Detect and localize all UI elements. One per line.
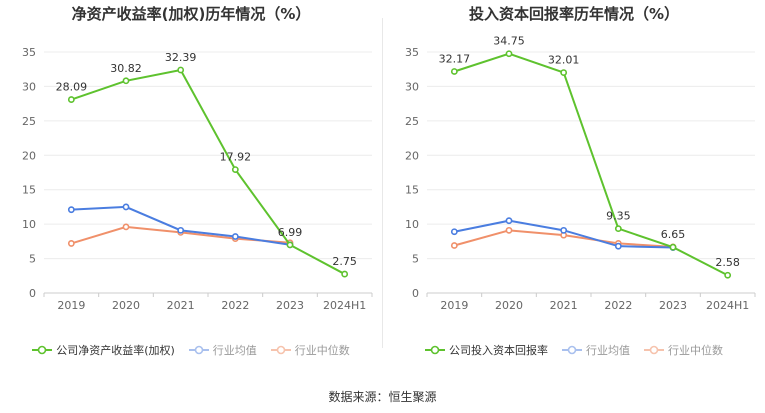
legend-label: 行业中位数 — [294, 344, 350, 357]
legend-line-icon — [425, 345, 445, 355]
y-tick-label: 25 — [22, 115, 36, 128]
data-label: 6.99 — [278, 226, 303, 239]
data-point-company — [286, 241, 294, 249]
legend-label: 行业中位数 — [668, 344, 723, 357]
roic-chart-plot: 0 5 10 15 20 25 30 35 2019 2020 2021 2022 2023 2024H1… — [405, 35, 756, 312]
roe-chart-panel: 净资产收益率(加权)历年情况（%） 0 5 10 15 20 25 30 35 2019 2020… — [0, 0, 382, 370]
y-tick-label: 5 — [29, 253, 36, 266]
data-point-company — [177, 66, 185, 74]
data-point-average — [614, 242, 622, 250]
series-line-company — [454, 52, 729, 277]
panel-divider — [382, 18, 383, 348]
data-label: 32.17 — [439, 52, 471, 65]
y-tick-label: 15 — [405, 184, 419, 197]
legend-item-company[interactable]: 公司净资产收益率(加权) — [32, 342, 175, 358]
data-label: 30.82 — [110, 62, 142, 75]
data-point-company — [122, 77, 130, 85]
legend-line-icon — [644, 345, 664, 355]
data-point-median — [505, 226, 513, 234]
data-label: 34.75 — [493, 35, 525, 48]
data-point-average — [122, 203, 130, 211]
y-tick-label: 10 — [405, 218, 419, 231]
legend-line-icon — [188, 345, 209, 355]
data-point-company — [450, 68, 458, 75]
legend-label: 行业均值 — [212, 344, 257, 357]
legend-label: 行业均值 — [586, 344, 630, 357]
chart-title: 净资产收益率(加权)历年情况（%） — [71, 5, 311, 23]
x-tick-label: 2021 — [167, 299, 195, 312]
x-tick-label: 2021 — [550, 299, 578, 312]
legend: 公司净资产收益率(加权) 行业均值 行业中位数 — [0, 342, 382, 358]
data-label: 32.01 — [548, 54, 580, 67]
data-point-company — [67, 96, 75, 103]
y-tick-label: 30 — [22, 80, 36, 93]
series-line-average — [71, 205, 291, 246]
roic-chart-panel: 投入资本回报率历年情况（%） 0 5 10 15 20 25 30 35 2019 2020 202… — [383, 0, 765, 370]
data-point-company — [724, 271, 732, 279]
series-line-company — [71, 68, 346, 275]
data-label: 28.09 — [56, 81, 88, 94]
roe-chart-plot: 0 5 10 15 20 25 30 35 2019 2020 2021 2022 2023 2024H1… — [22, 46, 373, 312]
data-point-company — [669, 243, 677, 251]
y-tick-label: 5 — [412, 253, 419, 266]
legend-line-icon — [32, 345, 53, 355]
x-tick-label: 2023 — [659, 299, 687, 312]
legend-line-icon — [270, 345, 291, 355]
data-label: 17.92 — [220, 151, 252, 164]
data-point-company — [231, 166, 239, 174]
data-point-median — [122, 223, 130, 231]
y-tick-label: 15 — [22, 184, 36, 197]
data-point-company — [341, 270, 349, 278]
legend-item-median[interactable]: 行业中位数 — [270, 342, 350, 358]
legend-item-average[interactable]: 行业均值 — [188, 342, 257, 358]
data-point-median — [67, 240, 75, 247]
chart-title: 投入资本回报率历年情况（%） — [468, 5, 680, 23]
legend-item-company[interactable]: 公司投入资本回报率 — [425, 342, 548, 358]
data-point-company — [560, 69, 568, 76]
y-tick-label: 10 — [22, 218, 36, 231]
data-point-average — [560, 226, 568, 234]
legend-label: 公司投入资本回报率 — [449, 344, 548, 357]
y-tick-label: 20 — [22, 149, 36, 162]
legend-label: 公司净资产收益率(加权) — [56, 344, 175, 357]
y-tick-label: 0 — [412, 287, 419, 300]
x-tick-label: 2019 — [57, 299, 85, 312]
legend: 公司投入资本回报率 行业均值 行业中位数 — [383, 342, 765, 358]
legend-line-icon — [562, 345, 582, 355]
x-tick-label: 2024H1 — [323, 299, 366, 312]
data-point-average — [505, 217, 513, 225]
data-label: 2.75 — [332, 255, 357, 268]
y-tick-label: 25 — [405, 115, 419, 128]
data-point-median — [450, 242, 458, 249]
x-tick-label: 2023 — [276, 299, 304, 312]
data-point-average — [177, 226, 185, 234]
x-tick-label: 2022 — [604, 299, 632, 312]
data-label: 9.35 — [606, 210, 631, 223]
legend-item-median[interactable]: 行业中位数 — [644, 342, 723, 358]
x-tick-label: 2024H1 — [706, 299, 749, 312]
data-source: 数据来源：恒生聚源 — [328, 390, 437, 404]
y-tick-label: 20 — [405, 149, 419, 162]
y-tick-label: 0 — [29, 287, 36, 300]
data-point-company — [614, 225, 622, 233]
legend-item-average[interactable]: 行业均值 — [562, 342, 630, 358]
x-tick-label: 2019 — [440, 299, 468, 312]
x-tick-label: 2022 — [221, 299, 249, 312]
x-tick-label: 2020 — [495, 299, 523, 312]
y-tick-label: 35 — [22, 46, 36, 59]
x-tick-label: 2020 — [112, 299, 140, 312]
data-label: 2.58 — [715, 256, 740, 269]
data-label: 32.39 — [165, 51, 197, 64]
data-label: 6.65 — [661, 228, 686, 241]
y-tick-label: 30 — [405, 80, 419, 93]
y-tick-label: 35 — [405, 46, 419, 59]
data-point-company — [505, 50, 513, 58]
data-point-average — [450, 228, 458, 236]
data-point-average — [231, 233, 239, 240]
data-point-average — [67, 206, 75, 214]
